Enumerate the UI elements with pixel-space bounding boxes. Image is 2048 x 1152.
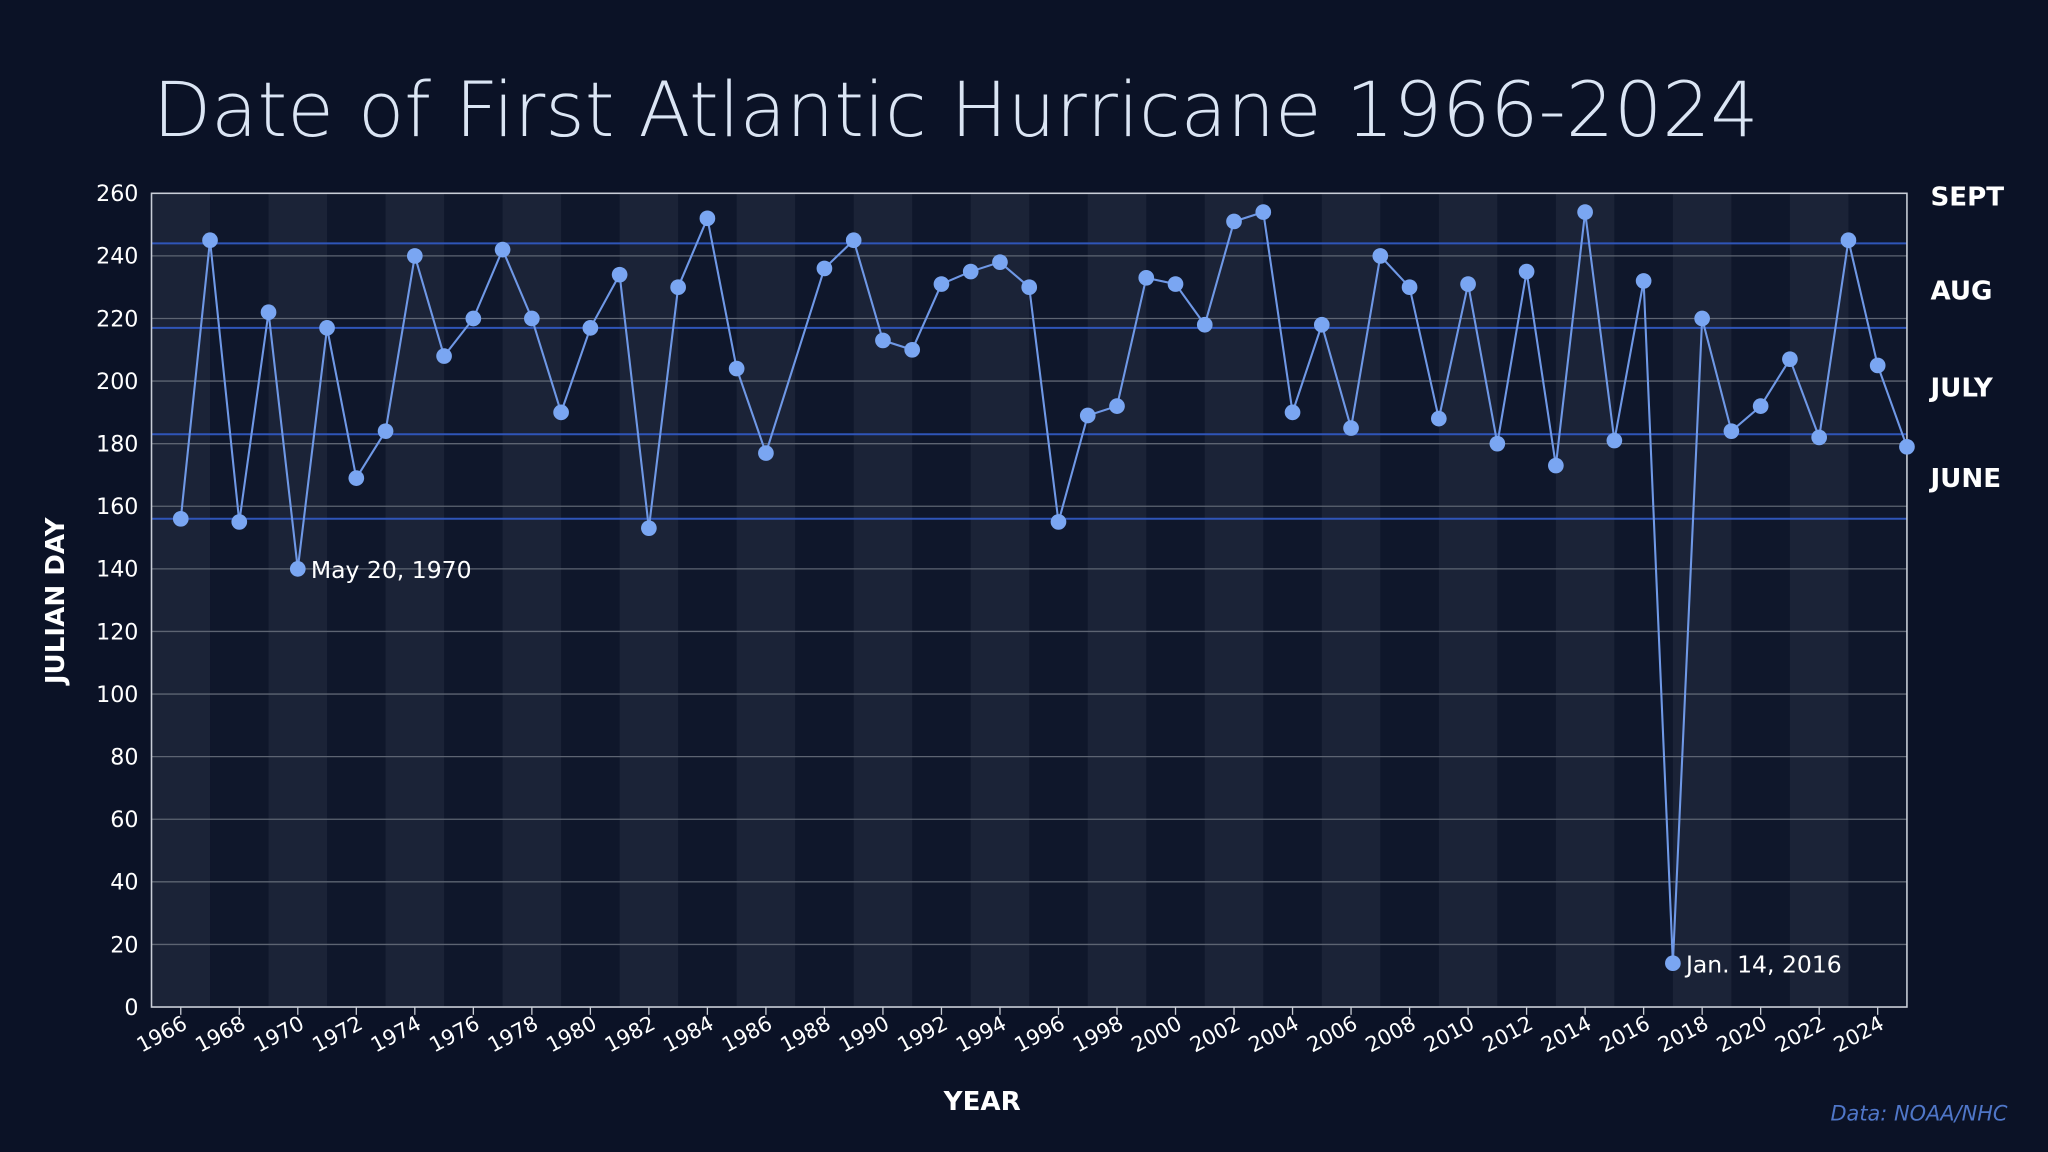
y-tick-label: 180 [96,432,138,458]
data-point [933,276,950,292]
data-point [962,263,979,280]
data-point [494,241,511,258]
data-point [1372,248,1389,264]
x-axis-label: YEAR [943,1087,1021,1117]
data-point [670,279,686,296]
y-tick-label: 160 [96,494,138,520]
data-point [641,520,657,537]
data-point [260,304,277,321]
data-point [1109,398,1125,414]
band [1438,193,1498,1008]
data-point [172,510,189,527]
data-point [699,210,716,227]
data-point [845,232,862,249]
data-point [1489,435,1506,452]
band [853,193,913,1008]
plot-border [150,192,1908,1008]
data-point [289,561,306,577]
data-point [611,266,628,283]
band [1789,193,1849,1008]
data-point [1138,269,1155,286]
data-point [465,310,482,327]
data-point [348,470,365,486]
band [1204,193,1264,1008]
y-tick-label: 20 [110,932,138,958]
data-point [319,320,335,336]
data-point [1665,955,1681,972]
y-tick-label: 220 [96,306,138,332]
y2-tick-label: AUG [1930,276,1992,306]
data-point [1752,398,1769,414]
y-tick-label: 40 [110,870,138,896]
data-point [1430,410,1447,427]
band [970,193,1030,1008]
value-label: May 20, 1970 [311,556,472,584]
data-point [231,514,248,530]
y-tick-label: 200 [96,369,138,395]
band [385,193,445,1008]
band [1555,193,1615,1008]
y2-tick-label: JUNE [1928,464,2001,494]
data-point [1694,310,1710,327]
y-tick-label: 240 [96,244,138,270]
value-label: Jan. 14, 2016 [1684,950,1842,978]
y-tick-label: 0 [124,995,138,1021]
data-point [1899,438,1915,455]
band [268,193,328,1008]
data-point [553,404,569,421]
data-point [1226,213,1242,230]
data-point [1079,407,1096,424]
data-point [1869,357,1886,374]
data-point [1196,316,1213,333]
data-point [1255,204,1272,220]
data-point [1548,457,1564,474]
data-point [524,310,540,327]
data-point [1518,263,1535,280]
y-tick-label: 120 [96,619,138,645]
y-axis-label: JULIAN DAY [41,516,71,686]
data-point [1401,279,1418,296]
data-point [816,260,833,277]
band [619,193,679,1008]
data-point [1021,279,1038,296]
chart-title: Date of First Atlantic Hurricane 1966-20… [153,66,1759,154]
band [736,193,796,1008]
y2-tick-label: SEPT [1930,183,2004,213]
data-point [728,360,745,377]
data-point [758,445,774,461]
data-point [1635,273,1652,289]
data-point [904,341,921,358]
data-point [202,232,218,249]
data-point [406,248,423,264]
data-point [1840,232,1857,249]
y-tick-label: 140 [96,557,138,583]
data-point [1460,276,1476,292]
y2-tick-label: JULY [1928,373,1993,403]
source-note: Data: NOAA/NHC [1830,1102,2007,1126]
data-point [875,332,891,349]
y-tick-label: 100 [96,682,138,708]
data-point [1050,514,1067,530]
data-point [1782,351,1798,368]
data-point [1343,420,1359,436]
band [1087,193,1147,1008]
y-tick-label: 80 [110,744,138,770]
data-point [1577,204,1593,220]
data-point [1606,432,1623,449]
data-point [436,348,452,364]
data-point [582,320,599,336]
band [1321,193,1381,1008]
y-tick-label: 60 [110,807,138,833]
data-point [1167,276,1184,292]
data-point [1811,429,1828,446]
data-point [1723,423,1740,439]
data-point [1284,404,1301,421]
data-point [1313,316,1330,333]
band [502,193,562,1008]
data-point [992,254,1008,270]
data-point [377,423,394,439]
y-tick-label: 260 [96,181,138,207]
